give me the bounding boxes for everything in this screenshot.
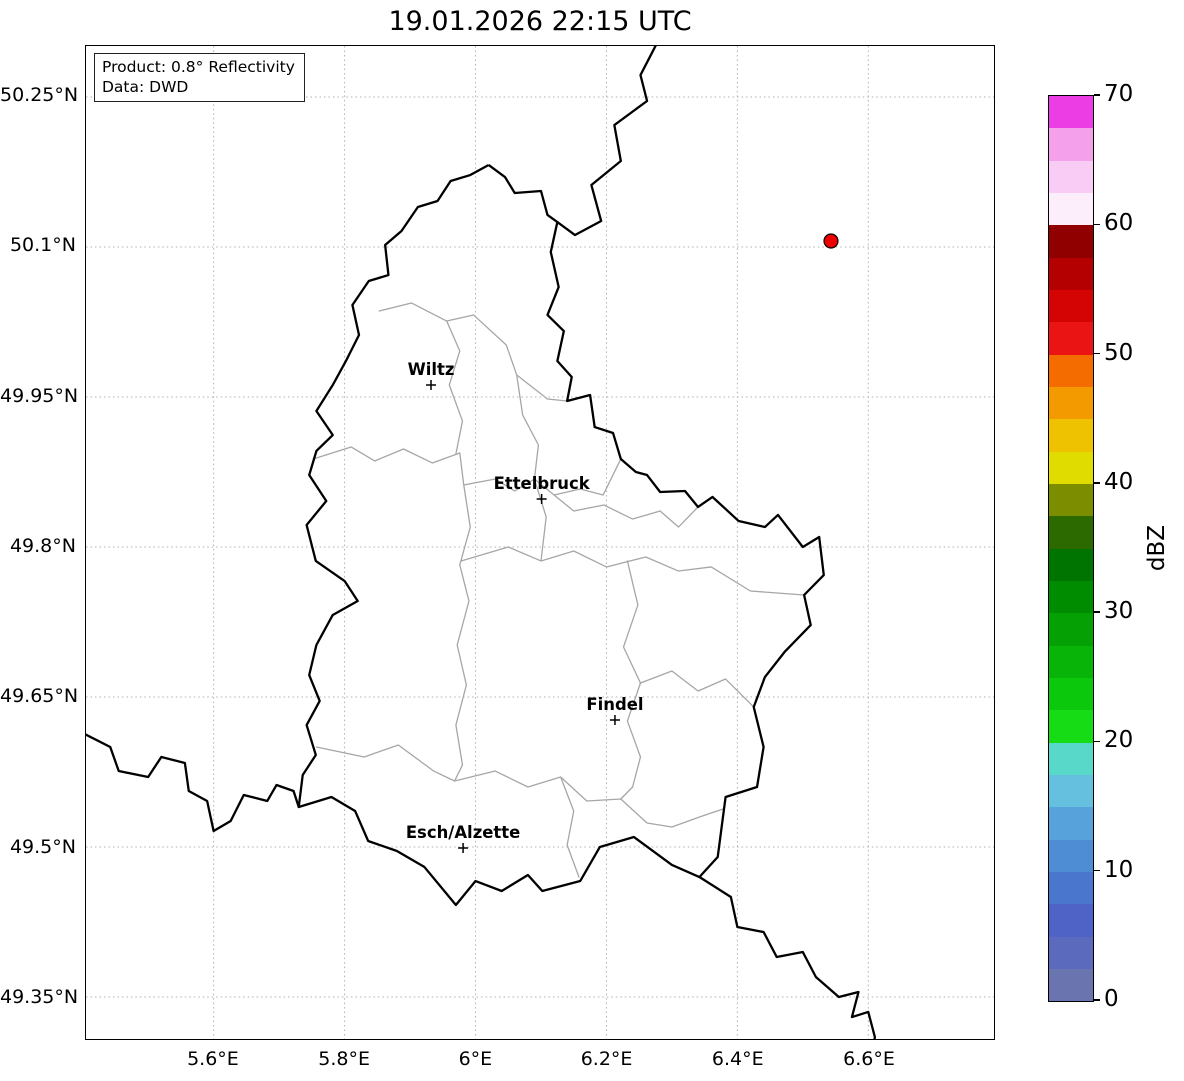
annotation-source: Data: DWD <box>102 78 189 97</box>
radar-site-marker <box>823 233 839 249</box>
figure-title: 19.01.2026 22:15 UTC <box>388 6 692 37</box>
city-marker <box>609 715 620 725</box>
colorbar-segment <box>1049 580 1093 614</box>
colorbar-segment <box>1049 354 1093 387</box>
colorbar-segment <box>1049 710 1093 743</box>
map-svg: Wiltz Ettelbruck Findel Esch/Alzette <box>86 46 994 1039</box>
colorbar-tick-label: 70 <box>1104 81 1134 107</box>
city-marker <box>426 380 436 390</box>
colorbar-segment <box>1049 807 1093 840</box>
lon-tick-label: 6.2°E <box>580 1048 633 1070</box>
canton-border-path <box>315 744 724 828</box>
colorbar-segment <box>1049 613 1093 646</box>
colorbar-tick-label: 60 <box>1104 210 1134 237</box>
colorbar-segment <box>1049 677 1093 711</box>
colorbar-segment <box>1049 192 1093 226</box>
colorbar-segment <box>1049 548 1093 581</box>
colorbar-segment <box>1049 936 1093 969</box>
lon-tick-label: 5.6°E <box>187 1048 239 1070</box>
canton-border-path <box>560 776 580 878</box>
canton-border-path <box>446 320 464 455</box>
colorbar-segment <box>1049 968 1093 1002</box>
city-label: Ettelbruck <box>494 474 591 493</box>
colorbar-segment <box>1049 160 1093 193</box>
colorbar-segment <box>1049 742 1093 775</box>
colorbar-segment <box>1049 904 1093 937</box>
colorbar-tick-label: 50 <box>1104 339 1134 366</box>
map-plot: Wiltz Ettelbruck Findel Esch/Alzette Produc… <box>85 45 995 1040</box>
lat-tick-label: 49.95°N <box>0 384 79 407</box>
city-marker <box>536 494 547 504</box>
neighbor-border-path <box>556 46 657 237</box>
colorbar-segment <box>1049 451 1093 484</box>
colorbar-segment <box>1049 419 1093 452</box>
lon-tick-label: 5.8°E <box>318 1048 371 1070</box>
lat-tick-label: 49.8°N <box>9 535 76 557</box>
colorbar-segment <box>1049 257 1093 290</box>
lat-tick-label: 49.35°N <box>0 985 79 1008</box>
colorbar-segment <box>1049 386 1093 420</box>
canton-border-path <box>453 484 471 782</box>
canton-border-path <box>533 478 547 562</box>
colorbar-tickmark <box>1094 482 1100 484</box>
colorbar-segment <box>1049 774 1093 808</box>
city-label: Esch/Alzette <box>406 823 521 842</box>
annotation-product: Product: 0.8° Reflectivity <box>102 58 295 76</box>
neighbor-border-path <box>86 733 300 833</box>
colorbar-segment <box>1049 483 1093 517</box>
colorbar-tickmark <box>1094 999 1100 1001</box>
colorbar-tick-label: 20 <box>1104 727 1134 754</box>
colorbar-tick-label: 40 <box>1104 468 1134 495</box>
canton-border-path <box>378 302 568 402</box>
colorbar-tickmark <box>1094 223 1100 225</box>
colorbar-swatches <box>1049 96 1093 1002</box>
lat-tick-label: 50.1°N <box>9 234 76 257</box>
canton-border-path <box>620 560 642 800</box>
colorbar-tick-label: 0 <box>1104 986 1119 1012</box>
canton-border-path <box>312 446 536 492</box>
colorbar-tickmark <box>1094 94 1100 96</box>
canton-border-path <box>516 374 622 496</box>
colorbar-tickmark <box>1094 740 1100 743</box>
city-label: Findel <box>586 695 643 714</box>
city-marker <box>458 843 469 853</box>
colorbar-segment <box>1049 128 1093 161</box>
colorbar-label: dBZ <box>1144 524 1170 572</box>
colorbar-segment <box>1049 516 1093 549</box>
lon-tick-label: 6.6°E <box>843 1048 895 1070</box>
lon-tick-label: 6°E <box>458 1048 493 1070</box>
colorbar-segment <box>1049 322 1093 355</box>
colorbar-tickmark <box>1094 870 1100 872</box>
colorbar <box>1048 95 1094 1002</box>
lat-tick-label: 49.65°N <box>0 685 79 708</box>
canton-border-path <box>460 546 805 596</box>
colorbar-segment <box>1049 871 1093 905</box>
colorbar-segment <box>1049 289 1093 323</box>
lat-tick-label: 50.25°N <box>0 84 79 107</box>
colorbar-segment <box>1049 645 1093 678</box>
colorbar-tickmark <box>1094 611 1100 613</box>
colorbar-tickmark <box>1094 352 1100 355</box>
colorbar-segment <box>1049 225 1093 258</box>
neighbor-border-path <box>698 875 877 1039</box>
canton-border-path <box>553 494 699 528</box>
lat-tick-label: 49.5°N <box>9 835 76 858</box>
colorbar-tick-label: 30 <box>1104 598 1134 625</box>
colorbar-tick-label: 10 <box>1104 856 1134 883</box>
colorbar-segment <box>1049 839 1093 872</box>
lon-tick-label: 6.4°E <box>711 1048 764 1070</box>
city-label: Wiltz <box>408 360 455 379</box>
colorbar-segment <box>1049 96 1093 129</box>
country-border-path <box>297 163 825 907</box>
annotation-box: Product: 0.8° Reflectivity Data: DWD <box>94 53 305 103</box>
canton-border-path <box>639 670 755 708</box>
